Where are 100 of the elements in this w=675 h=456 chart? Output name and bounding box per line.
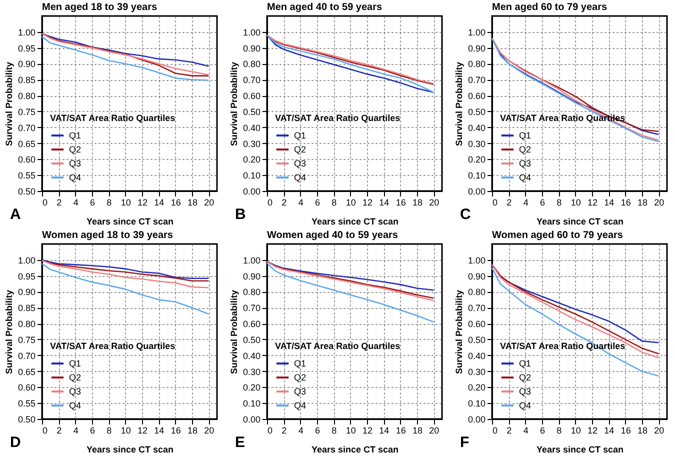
y-tick-label: 0.30 bbox=[468, 138, 486, 149]
x-tick-label: 8 bbox=[106, 426, 112, 436]
x-tick-label: 20 bbox=[204, 426, 214, 436]
y-tick-label: 0.70 bbox=[18, 350, 36, 361]
x-tick-label: 12 bbox=[587, 426, 598, 436]
x-tick-label: 16 bbox=[170, 426, 181, 436]
y-tick-label: 0.20 bbox=[242, 154, 260, 165]
chart-title: Women aged 18 to 39 years bbox=[42, 230, 174, 241]
x-tick-label: 12 bbox=[587, 198, 598, 208]
x-tick-label: 6 bbox=[314, 426, 320, 436]
x-tick-label: 2 bbox=[506, 198, 512, 208]
x-tick-label: 0 bbox=[42, 426, 48, 436]
y-tick-label: 0.10 bbox=[242, 170, 260, 181]
x-axis-title: Years since CT scan bbox=[536, 216, 624, 226]
x-tick-label: 0 bbox=[42, 198, 48, 208]
line-series bbox=[41, 260, 210, 288]
y-tick-label: 0.85 bbox=[18, 303, 36, 314]
y-tick-label: 0.70 bbox=[242, 75, 260, 86]
x-tick-label: 16 bbox=[620, 198, 631, 208]
x-tick-label: 12 bbox=[362, 426, 373, 436]
y-tick-label: 0.20 bbox=[468, 154, 486, 165]
x-tick-label: 14 bbox=[379, 426, 390, 436]
y-axis-title: Survival Probability bbox=[228, 290, 239, 374]
legend-label: Q3 bbox=[69, 386, 82, 396]
y-tick-label: 0.40 bbox=[468, 122, 486, 133]
legend-label: Q2 bbox=[519, 144, 532, 154]
y-tick-label: 0.00 bbox=[242, 414, 260, 424]
y-tick-label: 0.95 bbox=[18, 271, 36, 282]
x-tick-label: 20 bbox=[654, 426, 664, 436]
x-tick-label: 12 bbox=[137, 426, 148, 436]
line-series bbox=[41, 32, 210, 67]
x-tick-label: 4 bbox=[73, 198, 78, 208]
text: D bbox=[10, 434, 21, 451]
line-series bbox=[266, 262, 434, 323]
y-tick-label: 0.50 bbox=[18, 186, 36, 196]
x-tick-label: 4 bbox=[298, 426, 304, 436]
text: C bbox=[460, 206, 471, 223]
y-tick-label: 0.60 bbox=[468, 319, 486, 330]
y-tick-label: 0.00 bbox=[468, 414, 486, 424]
x-tick-label: 4 bbox=[298, 198, 304, 208]
y-tick-label: 0.00 bbox=[242, 186, 260, 196]
chart-title: Women aged 60 to 79 years bbox=[492, 230, 624, 241]
y-tick-label: 0.95 bbox=[18, 43, 36, 54]
x-tick-label: 8 bbox=[556, 426, 562, 436]
y-tick-label: 0.85 bbox=[18, 75, 36, 86]
x-tick-label: 10 bbox=[120, 426, 131, 436]
x-tick-label: 6 bbox=[314, 198, 320, 208]
legend-label: Q4 bbox=[294, 172, 306, 182]
legend-title: VAT/SAT Area Ratio Quartiles bbox=[50, 341, 176, 351]
y-tick-label: 1.00 bbox=[242, 27, 260, 38]
x-tick-label: 6 bbox=[90, 426, 96, 436]
y-tick-label: 0.60 bbox=[242, 319, 260, 330]
chart-title: Men aged 40 to 59 years bbox=[267, 2, 382, 13]
x-tick-label: 20 bbox=[204, 198, 214, 208]
x-tick-label: 6 bbox=[540, 426, 546, 436]
chart-title: Women aged 40 to 59 years bbox=[267, 230, 398, 241]
y-tick-label: 0.40 bbox=[242, 350, 260, 361]
legend-title: VAT/SAT Area Ratio Quartiles bbox=[275, 113, 400, 123]
y-tick-label: 0.00 bbox=[468, 186, 486, 196]
x-tick-label: 20 bbox=[429, 198, 440, 208]
y-tick-label: 0.60 bbox=[18, 154, 36, 165]
legend-label: Q4 bbox=[69, 400, 82, 410]
y-tick-label: 0.60 bbox=[468, 91, 486, 102]
x-axis-title: Years since CT scan bbox=[311, 216, 399, 226]
y-tick-label: 0.30 bbox=[242, 366, 260, 377]
x-tick-label: 12 bbox=[362, 198, 373, 208]
y-axis-title: Survival Probability bbox=[228, 62, 239, 146]
y-tick-label: 0.50 bbox=[468, 106, 486, 117]
x-tick-label: 10 bbox=[346, 198, 356, 208]
x-tick-label: 2 bbox=[56, 426, 62, 436]
x-tick-label: 8 bbox=[556, 198, 562, 208]
x-tick-label: 14 bbox=[154, 198, 164, 208]
x-tick-label: 10 bbox=[120, 198, 131, 208]
x-tick-label: 2 bbox=[506, 426, 512, 436]
x-tick-label: 16 bbox=[620, 426, 631, 436]
y-tick-label: 0.55 bbox=[18, 170, 36, 181]
x-tick-label: 16 bbox=[396, 198, 406, 208]
line-series bbox=[266, 260, 434, 291]
line-series bbox=[41, 263, 210, 315]
x-tick-label: 14 bbox=[379, 198, 390, 208]
y-tick-label: 0.20 bbox=[242, 382, 260, 393]
legend-label: Q2 bbox=[69, 372, 82, 382]
y-tick-label: 0.30 bbox=[468, 366, 486, 377]
y-axis-title: Survival Probability bbox=[4, 290, 14, 374]
x-tick-label: 2 bbox=[282, 426, 287, 436]
y-tick-label: 0.90 bbox=[242, 43, 260, 54]
legend-label: Q1 bbox=[69, 358, 82, 368]
y-tick-label: 0.80 bbox=[468, 287, 486, 298]
x-tick-label: 16 bbox=[396, 426, 406, 436]
x-tick-label: 10 bbox=[570, 426, 581, 436]
x-tick-label: 6 bbox=[540, 198, 546, 208]
legend-label: Q3 bbox=[519, 158, 532, 168]
x-axis-title: Years since CT scan bbox=[86, 444, 174, 454]
y-tick-label: 0.65 bbox=[18, 138, 36, 149]
x-tick-label: 18 bbox=[637, 198, 648, 208]
y-tick-label: 0.50 bbox=[242, 106, 260, 117]
x-tick-label: 10 bbox=[346, 426, 356, 436]
legend-title: VAT/SAT Area Ratio Quartiles bbox=[50, 113, 176, 123]
legend-label: Q3 bbox=[294, 158, 306, 168]
y-tick-label: 0.70 bbox=[242, 303, 260, 314]
